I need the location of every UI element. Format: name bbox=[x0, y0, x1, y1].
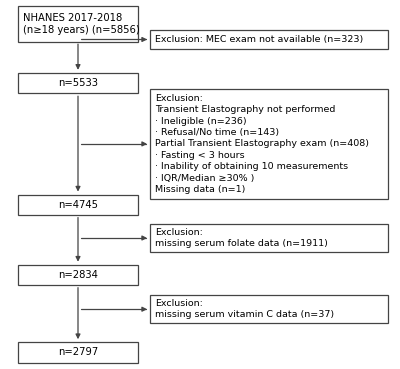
Bar bbox=[18, 342, 138, 362]
Text: n=4745: n=4745 bbox=[58, 200, 98, 210]
Text: Exclusion:
missing serum folate data (n=1911): Exclusion: missing serum folate data (n=… bbox=[155, 228, 328, 248]
Bar bbox=[150, 295, 388, 323]
Text: n=2797: n=2797 bbox=[58, 347, 98, 358]
Text: Exclusion:
Transient Elastography not performed
· Ineligible (n=236)
· Refusal/N: Exclusion: Transient Elastography not pe… bbox=[155, 94, 369, 194]
Text: NHANES 2017-2018
(n≥18 years) (n=5856): NHANES 2017-2018 (n≥18 years) (n=5856) bbox=[23, 13, 140, 35]
Bar bbox=[150, 224, 388, 252]
Bar bbox=[18, 6, 138, 41]
Bar bbox=[18, 265, 138, 285]
Text: n=2834: n=2834 bbox=[58, 270, 98, 280]
Text: n=5533: n=5533 bbox=[58, 78, 98, 88]
Bar bbox=[18, 73, 138, 93]
Bar bbox=[150, 89, 388, 199]
Bar bbox=[150, 30, 388, 49]
Text: Exclusion:
missing serum vitamin C data (n=37): Exclusion: missing serum vitamin C data … bbox=[155, 299, 334, 320]
Text: Exclusion: MEC exam not available (n=323): Exclusion: MEC exam not available (n=323… bbox=[155, 35, 363, 44]
Bar bbox=[18, 195, 138, 215]
